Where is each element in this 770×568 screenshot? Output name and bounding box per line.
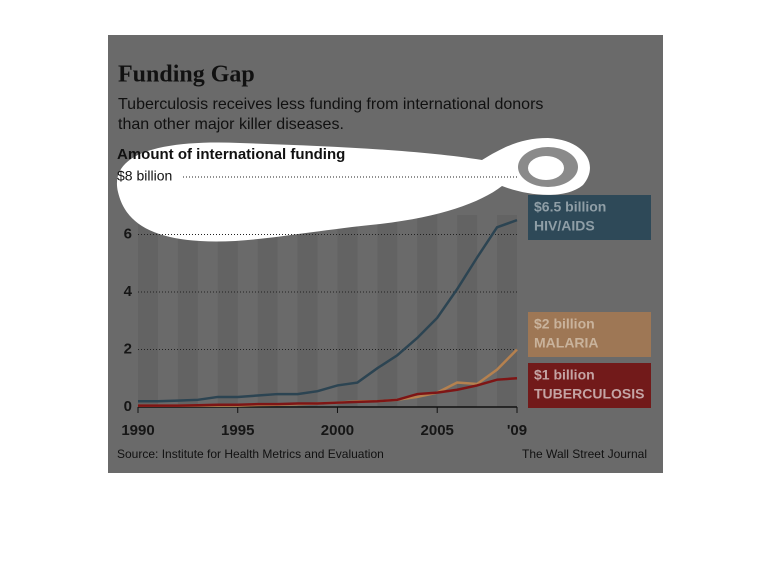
highlight-blob (116, 138, 590, 242)
series-line (138, 218, 518, 403)
x-tick-label: '09 (507, 422, 527, 439)
source: Source: Institute for Health Metrics and… (117, 447, 384, 461)
x-tick-label: 2005 (421, 422, 454, 439)
subtitle: Tuberculosis receives less funding from … (118, 96, 543, 113)
y-tick-label: $8 billion (117, 168, 172, 184)
stripe (417, 215, 438, 407)
stripe (138, 215, 158, 407)
y-tick-label: 0 (124, 398, 132, 415)
highlight-center (528, 156, 564, 180)
stripe (497, 215, 517, 407)
series-end-label: $2 billion (534, 316, 595, 332)
legend-label: HIV/AIDS (534, 218, 595, 234)
stripe (337, 215, 358, 407)
x-tick-label: 1995 (221, 422, 254, 439)
series-end-label: $1 billion (534, 367, 595, 383)
label-box (528, 363, 651, 408)
stripe (457, 215, 478, 407)
x-tick-label: 2000 (321, 422, 354, 439)
stripe (377, 215, 398, 407)
credit: The Wall Street Journal (522, 447, 647, 461)
series-line (138, 377, 518, 407)
y-tick-label: 6 (124, 225, 132, 242)
label-box (528, 195, 651, 240)
stripe (217, 215, 238, 407)
y-tick-label: 4 (124, 283, 133, 300)
legend-label: MALARIA (534, 335, 599, 351)
stripe (297, 215, 318, 407)
y-tick-label: 2 (124, 340, 132, 357)
stripe (257, 215, 278, 407)
chart-title: Funding Gap (118, 62, 255, 88)
series-end-label: $6.5 billion (534, 199, 606, 215)
stripe (177, 215, 198, 407)
x-tick-label: 1990 (121, 422, 154, 439)
y-axis-title: Amount of international funding (117, 146, 345, 163)
label-box (528, 312, 651, 357)
legend-label: TUBERCULOSIS (534, 386, 644, 402)
subtitle: than other major killer diseases. (118, 116, 344, 133)
